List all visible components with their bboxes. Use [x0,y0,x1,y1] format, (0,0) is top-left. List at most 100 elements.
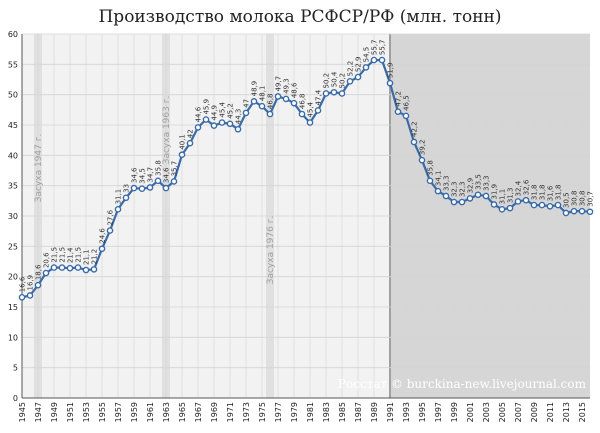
data-point [362,64,370,71]
data-label: 24,6 [99,228,107,244]
x-tick-label: 1989 [370,402,379,422]
source-watermark: Росстат © burckina-new.livejournal.com [338,377,587,391]
y-tick-label: 25 [8,242,18,251]
data-label: 31,8 [539,184,547,200]
data-label: 42,2 [411,121,419,137]
data-point [34,281,42,289]
x-tick-label: 1951 [66,402,75,422]
x-tick-label: 2003 [482,402,491,422]
x-tick-label: 1987 [354,402,363,422]
data-point [282,95,290,103]
data-label: 48,1 [259,86,267,102]
data-point [186,139,194,147]
data-label: 46,5 [403,95,411,111]
x-tick-label: 1949 [50,402,59,422]
data-point [154,177,162,185]
x-tick-label: 2001 [466,402,475,422]
x-tick-label: 1975 [258,402,267,422]
data-point [122,194,130,202]
x-tick-label: 1953 [82,402,91,422]
data-label: 45,4 [219,101,227,117]
data-label: 34,7 [147,167,155,183]
data-labels: 16,6 16,918,620,6 21,5 21,5 21,4 21,5 21,1 21,2… [19,39,595,292]
x-tick-label: 2009 [530,402,539,422]
data-point [266,110,274,118]
data-point [578,207,586,215]
y-axis-ticks: 0 5 10 15 20 25 30 35 40 45 50 55 60 [8,30,18,403]
x-tick-label: 2005 [498,402,507,422]
data-point [210,122,218,129]
data-points [18,56,594,301]
x-tick-label: 2013 [562,402,571,422]
y-tick-label: 10 [8,333,18,342]
data-label: 18,6 [35,264,43,280]
data-label: 54,5 [363,47,371,63]
data-label: 30,8 [579,191,587,207]
data-point [330,88,338,96]
x-tick-label: 1965 [178,402,187,422]
data-point [58,264,66,271]
data-point [562,209,570,217]
data-point [162,184,170,192]
x-tick-label: 1979 [290,402,299,422]
data-label: 31,1 [499,189,507,205]
drought-label: Засуха 1947 г. [34,134,44,203]
data-point [74,264,82,271]
data-label: 30,7 [587,191,595,207]
data-point [514,198,522,205]
data-point [50,264,58,271]
data-point [234,125,242,133]
y-tick-label: 50 [8,91,18,100]
data-label: 35,7 [171,161,179,177]
data-label: 32,6 [523,179,531,195]
x-tick-label: 1977 [274,402,283,422]
y-tick-label: 0 [13,394,18,403]
data-label: 45,2 [227,103,235,119]
data-point [194,124,202,131]
data-label: 40,1 [179,134,187,150]
x-tick-label: 1995 [418,402,427,422]
y-tick-label: 30 [8,212,18,221]
data-label: 34,6 [163,167,171,183]
y-tick-label: 5 [13,364,18,373]
data-label: 21,2 [91,249,99,265]
data-point [458,198,466,206]
data-label: 21,5 [75,247,83,263]
data-point [346,78,354,85]
x-axis-ticks: 1945 1947 1949 1951 1953 1955 1957 1959 1961 1963… [18,402,587,422]
data-label: 27,6 [107,209,115,225]
data-label: 44,9 [211,105,219,121]
data-point [498,206,506,213]
data-point [242,109,250,117]
data-label: 52,9 [355,56,363,72]
data-point [322,90,330,97]
data-point [42,269,50,277]
data-label: 30,5 [563,192,571,208]
data-point [378,56,386,64]
x-tick-label: 1971 [226,402,235,422]
data-point [402,112,410,120]
data-label: 47 [243,99,251,108]
data-label: 33,3 [483,175,491,191]
data-label: 50,4 [331,71,339,87]
data-label: 48,9 [251,81,259,97]
data-point [250,98,258,105]
data-point [290,99,298,107]
data-point [426,177,434,185]
x-tick-label: 1997 [434,402,443,422]
x-tick-label: 1981 [306,402,315,422]
data-point [130,184,138,192]
data-point [298,110,306,118]
data-label: 46,8 [299,93,307,109]
data-point [90,266,98,273]
data-label: 55,7 [371,39,379,55]
data-label: 21,1 [83,249,91,265]
data-label: 31,9 [491,184,499,200]
data-point [554,201,562,209]
data-point [202,116,210,123]
data-label: 34,5 [139,168,147,184]
data-label: 34,1 [435,171,443,187]
data-label: 50,2 [339,73,347,89]
data-point [114,206,122,213]
x-tick-label: 1957 [114,402,123,422]
